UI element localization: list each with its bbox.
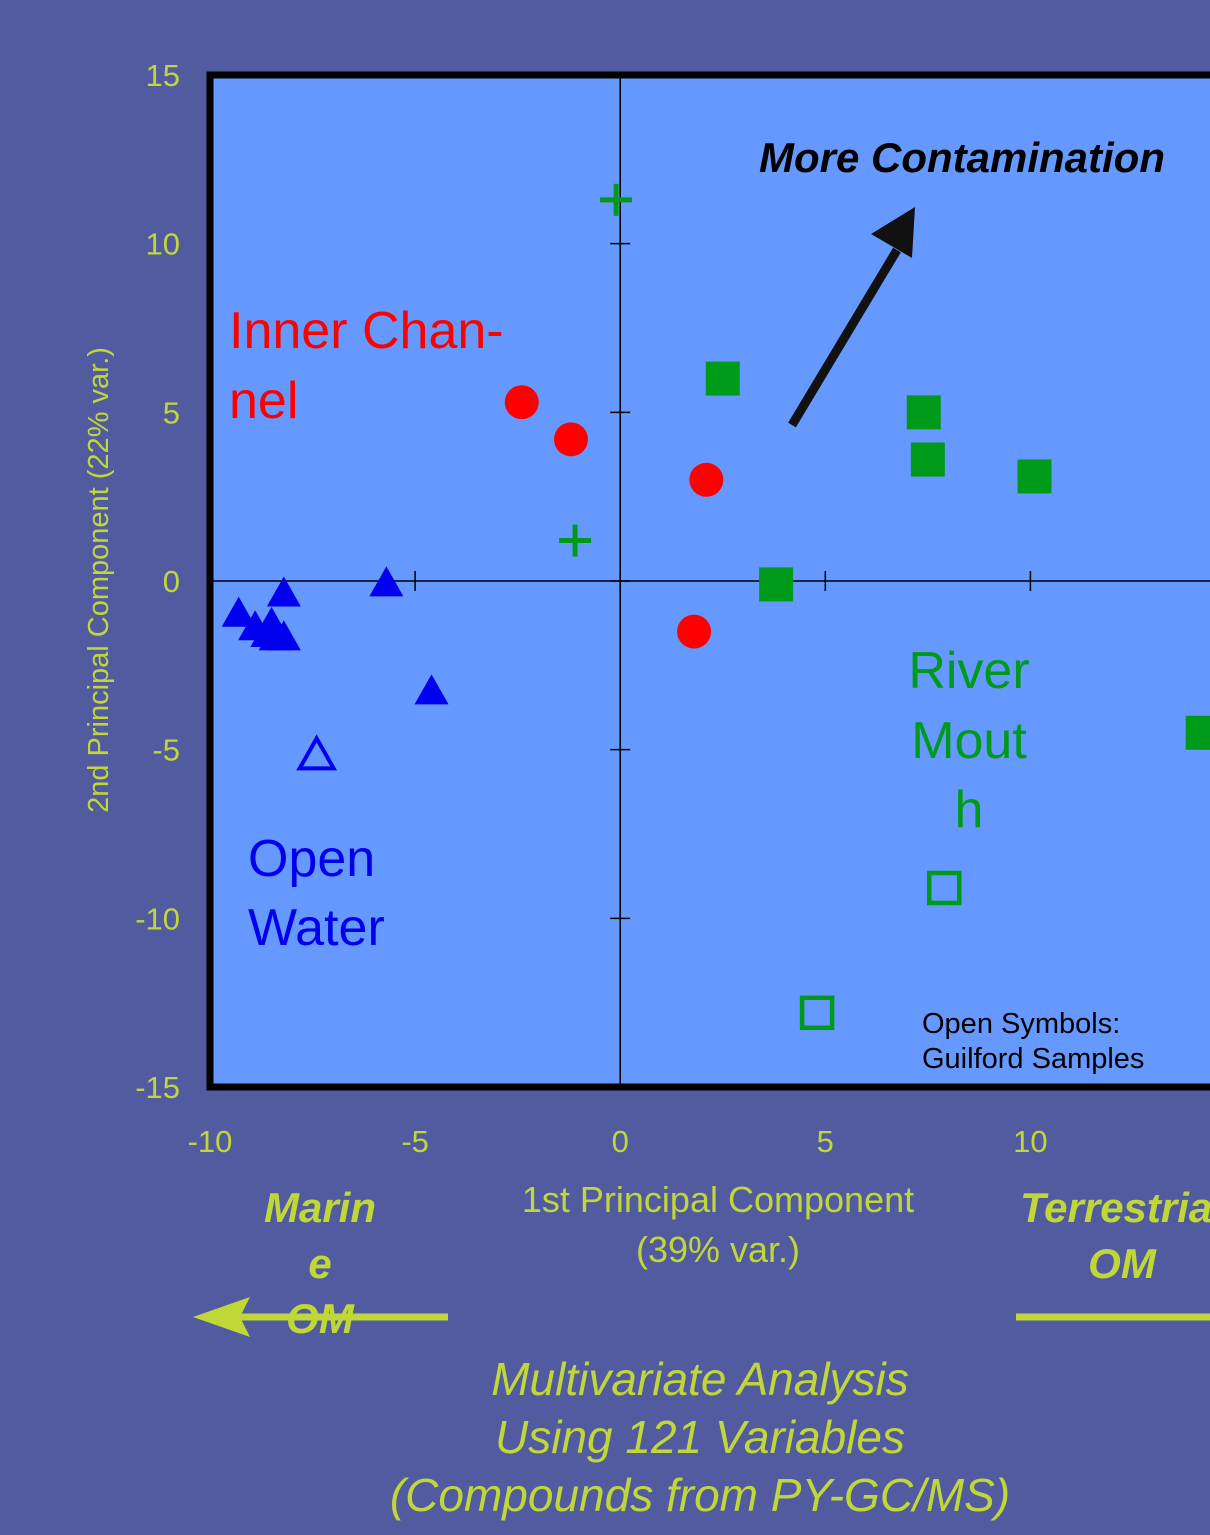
x-tick-label: 5 bbox=[817, 1124, 834, 1159]
y-tick-label: -5 bbox=[152, 733, 180, 768]
inner-channel-point bbox=[553, 422, 588, 457]
river-mouth-line2: Mout bbox=[911, 712, 1027, 770]
terrestrial-om-line1: Terrestrial bbox=[1020, 1184, 1210, 1231]
open-water-point bbox=[266, 576, 301, 607]
open-water-label: Open Water bbox=[248, 830, 385, 957]
plus-point bbox=[559, 524, 592, 557]
inner-channel-point bbox=[677, 614, 712, 649]
x-tick-label: -5 bbox=[401, 1124, 429, 1159]
inner-channel-point bbox=[689, 462, 724, 497]
river-mouth-guilford-point bbox=[927, 870, 962, 906]
y-axis-title: 2nd Principal Component (22% var.) bbox=[83, 347, 115, 813]
x-tick-label: -10 bbox=[188, 1124, 233, 1159]
open-water-point bbox=[221, 596, 256, 627]
inner-channel-label: Inner Chan- nel bbox=[229, 302, 504, 430]
river-mouth-point bbox=[1185, 715, 1210, 750]
caption-line1: Multivariate Analysis bbox=[491, 1353, 909, 1405]
river-mouth-point bbox=[906, 395, 941, 430]
y-tick-label: 5 bbox=[163, 395, 180, 430]
x-axis-title-line1: 1st Principal Component bbox=[522, 1179, 914, 1220]
river-mouth-line1: River bbox=[908, 642, 1029, 700]
river-mouth-point bbox=[759, 567, 794, 602]
inner-channel-point bbox=[504, 385, 539, 420]
axes bbox=[210, 75, 1210, 1087]
marine-om-line2: e bbox=[308, 1240, 331, 1287]
x-axis-title: 1st Principal Component (39% var.) bbox=[522, 1179, 914, 1270]
data-points bbox=[221, 183, 1210, 1031]
terrestrial-om-line2: OM bbox=[1088, 1240, 1157, 1287]
contamination-arrow bbox=[788, 207, 915, 428]
caption-line2: Using 121 Variables bbox=[495, 1411, 905, 1463]
river-mouth-guilford-point bbox=[799, 995, 835, 1031]
terrestrial-om-label: Terrestrial OM bbox=[1020, 1184, 1210, 1287]
river-mouth-line3: h bbox=[955, 781, 984, 839]
y-tick-label: -10 bbox=[135, 901, 180, 936]
river-mouth-label: River Mout h bbox=[908, 642, 1029, 839]
plus-point bbox=[600, 183, 633, 216]
open-symbols-note: Open Symbols: Guilford Samples bbox=[922, 1008, 1144, 1075]
y-tick-label: 0 bbox=[163, 564, 180, 599]
figure-caption: Multivariate Analysis Using 121 Variable… bbox=[300, 1350, 1100, 1524]
open-water-guilford-point bbox=[296, 734, 338, 771]
open-water-line1: Open bbox=[248, 830, 375, 888]
marine-om-line1: Marin bbox=[264, 1184, 376, 1231]
more-contamination-label: More Contamination bbox=[759, 134, 1165, 181]
open-water-line2: Water bbox=[248, 899, 385, 957]
inner-channel-line1: Inner Chan- bbox=[229, 302, 504, 360]
y-tick-label: -15 bbox=[135, 1070, 180, 1105]
open-water-point bbox=[414, 674, 449, 705]
open-symbols-line1: Open Symbols: bbox=[922, 1008, 1120, 1040]
open-water-point bbox=[254, 606, 289, 637]
y-tick-label: 10 bbox=[146, 227, 180, 262]
x-tick-label: 10 bbox=[1013, 1124, 1047, 1159]
inner-channel-line2: nel bbox=[229, 372, 298, 430]
river-mouth-point bbox=[705, 361, 740, 396]
y-tick-label: 15 bbox=[146, 58, 180, 93]
marine-arrow bbox=[193, 1297, 448, 1337]
x-axis-title-line2: (39% var.) bbox=[636, 1229, 800, 1270]
river-mouth-point bbox=[910, 442, 945, 477]
river-mouth-point bbox=[1017, 459, 1052, 494]
x-tick-label: 0 bbox=[612, 1124, 629, 1159]
open-water-point bbox=[369, 566, 404, 597]
caption-line3: (Compounds from PY-GC/MS) bbox=[389, 1469, 1011, 1521]
open-symbols-line2: Guilford Samples bbox=[922, 1043, 1144, 1075]
